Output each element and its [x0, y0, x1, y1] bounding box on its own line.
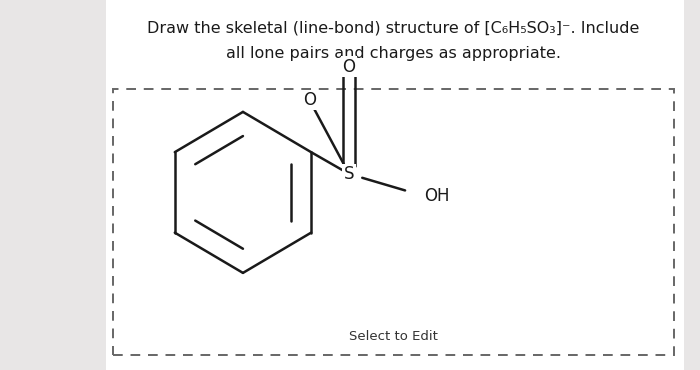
Text: O: O [342, 58, 356, 75]
Text: Draw the skeletal (line-bond) structure of [C₆H₅SO₃]⁻. Include: Draw the skeletal (line-bond) structure … [147, 20, 640, 36]
Text: all lone pairs and charges as appropriate.: all lone pairs and charges as appropriat… [226, 46, 561, 61]
FancyBboxPatch shape [113, 89, 674, 355]
FancyBboxPatch shape [106, 0, 685, 370]
Text: OH: OH [424, 187, 450, 205]
Text: O: O [303, 91, 316, 109]
Text: S: S [344, 165, 354, 183]
Text: Select to Edit: Select to Edit [349, 330, 438, 343]
